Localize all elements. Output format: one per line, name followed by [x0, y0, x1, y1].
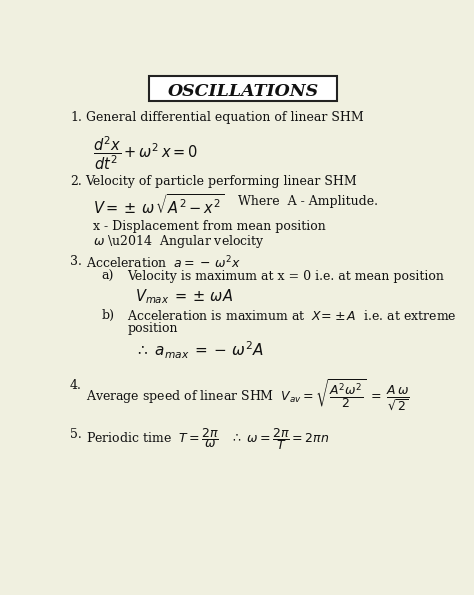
Text: $\dfrac{d^{2}x}{dt^{2}} + \omega^{2}\, x = 0$: $\dfrac{d^{2}x}{dt^{2}} + \omega^{2}\, x… — [93, 134, 199, 173]
Text: position: position — [128, 322, 178, 336]
Text: $\therefore\; a_{max}\; = -\,\omega^{2} A$: $\therefore\; a_{max}\; = -\,\omega^{2} … — [135, 339, 264, 361]
Text: OSCILLATIONS: OSCILLATIONS — [167, 83, 319, 100]
Text: 1.: 1. — [70, 111, 82, 124]
Text: Where  A - Amplitude.: Where A - Amplitude. — [237, 195, 377, 208]
Text: a): a) — [102, 270, 114, 283]
Text: Velocity is maximum at x = 0 i.e. at mean position: Velocity is maximum at x = 0 i.e. at mea… — [128, 270, 444, 283]
Text: Acceleration  $a = -\,\omega^{2}x$: Acceleration $a = -\,\omega^{2}x$ — [86, 255, 240, 271]
FancyBboxPatch shape — [149, 76, 337, 101]
Text: 5.: 5. — [70, 428, 82, 441]
Text: 3.: 3. — [70, 255, 82, 268]
Text: Average speed of linear SHM  $V_{av} = \sqrt{\dfrac{A^{2}\omega^{2}}{2}}\; =\; \: Average speed of linear SHM $V_{av} = \s… — [86, 377, 409, 412]
Text: $V = \pm\,\omega\,\sqrt{A^{2} - x^{2}}$: $V = \pm\,\omega\,\sqrt{A^{2} - x^{2}}$ — [93, 193, 225, 217]
Text: General differential equation of linear SHM: General differential equation of linear … — [86, 111, 364, 124]
Text: $\omega$ \u2014  Angular velocity: $\omega$ \u2014 Angular velocity — [93, 233, 265, 250]
Text: $V_{max}\; = \pm\,\omega A$: $V_{max}\; = \pm\,\omega A$ — [135, 287, 233, 306]
Text: Acceleration is maximum at  $X\!=\!\pm A$  i.e. at extreme: Acceleration is maximum at $X\!=\!\pm A$… — [128, 309, 457, 322]
Text: 2.: 2. — [70, 176, 82, 189]
Text: b): b) — [102, 309, 115, 321]
Text: x - Displacement from mean position: x - Displacement from mean position — [93, 220, 326, 233]
Text: Periodic time  $T = \dfrac{2\pi}{\omega}$   $\therefore\;\omega = \dfrac{2\pi}{T: Periodic time $T = \dfrac{2\pi}{\omega}$… — [86, 425, 329, 452]
Text: Velocity of particle performing linear SHM: Velocity of particle performing linear S… — [86, 176, 357, 189]
Text: 4.: 4. — [70, 380, 82, 392]
